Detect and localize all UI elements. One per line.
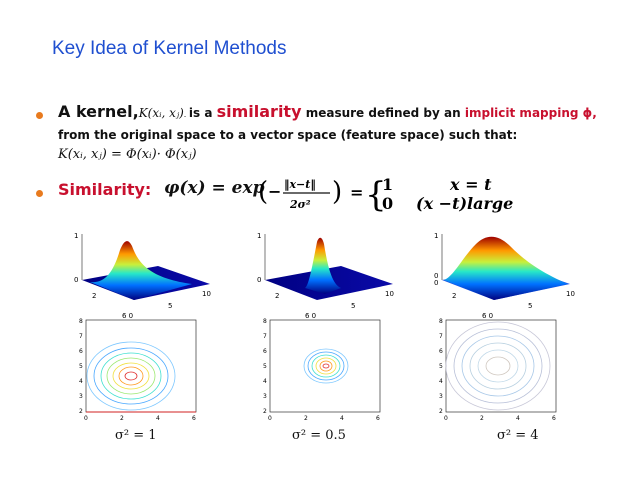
surface3-y-label: 6 0 <box>482 312 493 320</box>
surface3-z-bottom2: 0 <box>434 279 438 287</box>
contour2-x-6: 6 <box>376 415 380 422</box>
surface3-x-b: 5 <box>528 302 532 310</box>
similarity-highlight: similarity <box>216 102 302 121</box>
minus-sign: − <box>268 182 281 201</box>
contour1-y-3: 3 <box>79 393 83 400</box>
contour2-x-2: 2 <box>304 415 308 422</box>
kernel-equation: K(xᵢ, xⱼ) = Φ(xᵢ)· Φ(xⱼ) <box>58 147 197 162</box>
contour1-x-4: 4 <box>156 415 160 422</box>
contour3-y-6: 6 <box>439 348 443 355</box>
surface2-z-bottom: 0 <box>257 276 261 284</box>
contour2-y-2: 2 <box>263 408 267 415</box>
contour3-y-5: 5 <box>439 363 443 370</box>
contour1-x-2: 2 <box>120 415 124 422</box>
surface1-z-bottom: 0 <box>74 276 78 284</box>
contour2-y-4: 4 <box>263 378 267 385</box>
contour1-y-8: 8 <box>79 318 83 325</box>
equals-sign: = <box>350 183 363 202</box>
contour3-y-7: 7 <box>439 333 443 340</box>
surface1-x-b: 5 <box>168 302 172 310</box>
contour1-y-2: 2 <box>79 408 83 415</box>
surface2-x-c: 10 <box>385 290 394 298</box>
contour2-y-8: 8 <box>263 318 267 325</box>
contour2-y-5: 5 <box>263 363 267 370</box>
contour1-x-6: 6 <box>192 415 196 422</box>
contour-plot-sigma-4: 8 7 6 5 4 3 2 0 2 4 6 <box>439 318 557 422</box>
bullet1-mid: is a <box>188 106 213 120</box>
open-paren: ( <box>258 177 268 207</box>
contour2-x-4: 4 <box>340 415 344 422</box>
bullet1-line2: from the original space to a vector spac… <box>58 128 518 142</box>
contour3-y-2: 2 <box>439 408 443 415</box>
surface3-x-a: 2 <box>452 292 456 300</box>
caption-sigma-1: σ² = 1 <box>115 428 157 443</box>
contour1-x-0: 0 <box>84 415 88 422</box>
surface1-x-a: 2 <box>92 292 96 300</box>
case1-condition: x = t <box>449 175 492 194</box>
bullet1-mid2: measure defined by an <box>305 106 461 120</box>
fraction-numerator: ‖x−t‖ <box>284 178 316 191</box>
contour-plot-sigma-1: 8 7 6 5 4 3 2 0 2 4 6 <box>79 318 197 422</box>
contour3-y-4: 4 <box>439 378 443 385</box>
caption-sigma-4: σ² = 4 <box>497 428 539 443</box>
contour1-y-5: 5 <box>79 363 83 370</box>
contour3-y-8: 8 <box>439 318 443 325</box>
surface1-x-c: 10 <box>202 290 211 298</box>
kernel-expr: K(xᵢ, xⱼ) <box>138 106 184 120</box>
surface3-z-bottom: 0 <box>434 272 438 280</box>
surface3-z-top: 1 <box>434 232 438 240</box>
cases-brace: { <box>365 175 387 215</box>
bullet-marker-2 <box>36 190 43 197</box>
case2-value: 0 <box>382 194 393 213</box>
contour3-x-0: 0 <box>444 415 448 422</box>
slide-title: Key Idea of Kernel Methods <box>52 38 287 59</box>
similarity-formula: ( − ‖x−t‖ 2σ² ) = { 1 0 x = t (x −t)larg… <box>258 175 513 215</box>
bullet-marker-1 <box>36 112 43 119</box>
contour-plot-sigma-0-5: 8 7 6 5 4 3 2 0 2 4 6 <box>263 318 381 422</box>
case2-condition: (x −t)large <box>416 194 513 213</box>
surface-plot-sigma-4: 1 0 0 2 5 10 6 0 <box>434 232 575 320</box>
mapping-highlight: implicit mapping ϕ, <box>464 106 597 120</box>
contour1-y-4: 4 <box>79 378 83 385</box>
surface2-y-label: 6 0 <box>305 312 316 320</box>
similarity-label: Similarity: <box>58 180 152 199</box>
surface2-x-a: 2 <box>275 292 279 300</box>
case1-value: 1 <box>382 175 393 194</box>
surface2-x-b: 5 <box>351 302 355 310</box>
contour1-y-7: 7 <box>79 333 83 340</box>
contour2-y-6: 6 <box>263 348 267 355</box>
close-paren: ) <box>332 177 342 207</box>
contour3-x-4: 4 <box>516 415 520 422</box>
surface-plot-sigma-0-5: 1 0 2 5 10 6 0 <box>257 232 394 320</box>
contour2-y-7: 7 <box>263 333 267 340</box>
surface3-x-c: 10 <box>566 290 575 298</box>
kernel-prefix: A kernel, <box>58 102 139 121</box>
surface2-z-top: 1 <box>257 232 261 240</box>
surface-plot-sigma-1: 1 0 2 5 10 6 0 <box>74 232 211 320</box>
surface1-y-label: 6 0 <box>122 312 133 320</box>
contour3-x-6: 6 <box>552 415 556 422</box>
contour3-x-2: 2 <box>480 415 484 422</box>
formula-left: φ(x) = exp <box>164 178 265 198</box>
contour2-y-3: 3 <box>263 393 267 400</box>
caption-sigma-0-5: σ² = 0.5 <box>292 428 346 443</box>
surface1-z-top: 1 <box>74 232 78 240</box>
fraction-denominator: 2σ² <box>289 198 311 211</box>
bullet1-line1: A kernel,K(xᵢ, xⱼ). is a similarity meas… <box>58 102 597 121</box>
contour1-y-6: 6 <box>79 348 83 355</box>
contour2-x-0: 0 <box>268 415 272 422</box>
contour3-y-3: 3 <box>439 393 443 400</box>
